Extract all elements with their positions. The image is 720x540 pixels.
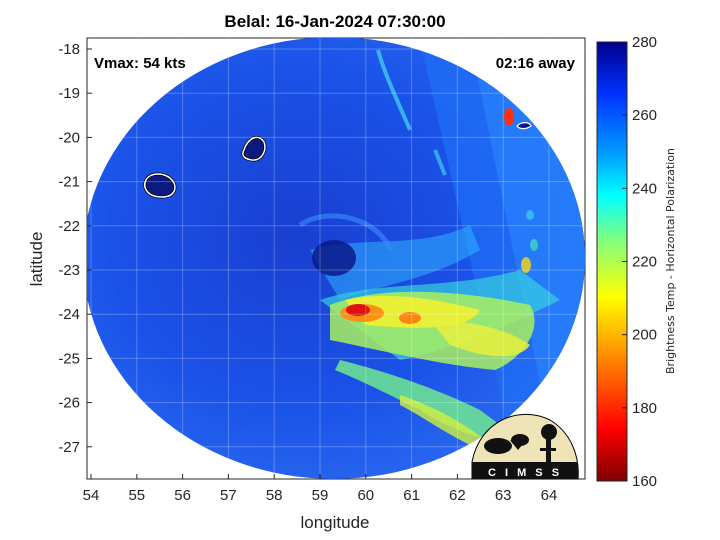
x-tick-label: 60 [357, 487, 374, 504]
gridlines [87, 38, 585, 479]
time-away-label: 02:16 away [496, 55, 576, 72]
x-tick-label: 63 [495, 487, 512, 504]
colorbar-tick-label: 240 [632, 180, 657, 197]
x-tick-label: 62 [449, 487, 466, 504]
colorbar-tick-label: 220 [632, 254, 657, 271]
y-axis: -18 -19 -20 -21 -22 -23 -24 -25 -26 -27 [58, 41, 92, 456]
x-tick-label: 57 [220, 487, 237, 504]
y-tick-label: -19 [58, 85, 80, 102]
x-tick-label: 54 [83, 487, 100, 504]
colorbar-tick-label: 260 [632, 107, 657, 124]
vmax-label: Vmax: 54 kts [94, 55, 186, 72]
y-tick-label: -23 [58, 262, 80, 279]
colorbar-tick-label: 160 [632, 473, 657, 490]
cimss-logo: C I M S S [471, 413, 579, 480]
colorbar-tick-label: 280 [632, 34, 657, 51]
microwave-swath [87, 38, 585, 479]
x-tick-label: 58 [266, 487, 283, 504]
x-tick-label: 59 [312, 487, 329, 504]
cimss-logo-text: C I M S S [488, 467, 562, 479]
y-tick-label: -20 [58, 129, 80, 146]
x-tick-label: 64 [541, 487, 558, 504]
x-axis: 54 55 56 57 58 59 60 61 62 63 64 [83, 474, 558, 504]
colorbar-tick-label: 180 [632, 400, 657, 417]
x-tick-label: 55 [128, 487, 145, 504]
y-tick-label: -22 [58, 218, 80, 235]
colorbar-label: Brightness Temp - Horizontal Polarizatio… [664, 148, 677, 374]
x-tick-label: 56 [174, 487, 191, 504]
y-tick-label: -25 [58, 350, 80, 367]
y-tick-label: -26 [58, 395, 80, 412]
x-tick-label: 61 [403, 487, 420, 504]
figure-title: Belal: 16-Jan-2024 07:30:00 [224, 12, 445, 31]
island-outline-rodrigues [516, 122, 532, 130]
y-tick-label: -21 [58, 174, 80, 191]
y-axis-label: latitude [27, 232, 46, 287]
y-tick-label: -24 [58, 306, 80, 323]
y-tick-label: -27 [58, 439, 80, 456]
y-tick-label: -18 [58, 41, 80, 58]
colorbar: 280 260 240 220 200 180 160 Brightness Temp - … [596, 34, 677, 490]
x-axis-label: longitude [300, 513, 369, 532]
colorbar-tick-label: 200 [632, 327, 657, 344]
